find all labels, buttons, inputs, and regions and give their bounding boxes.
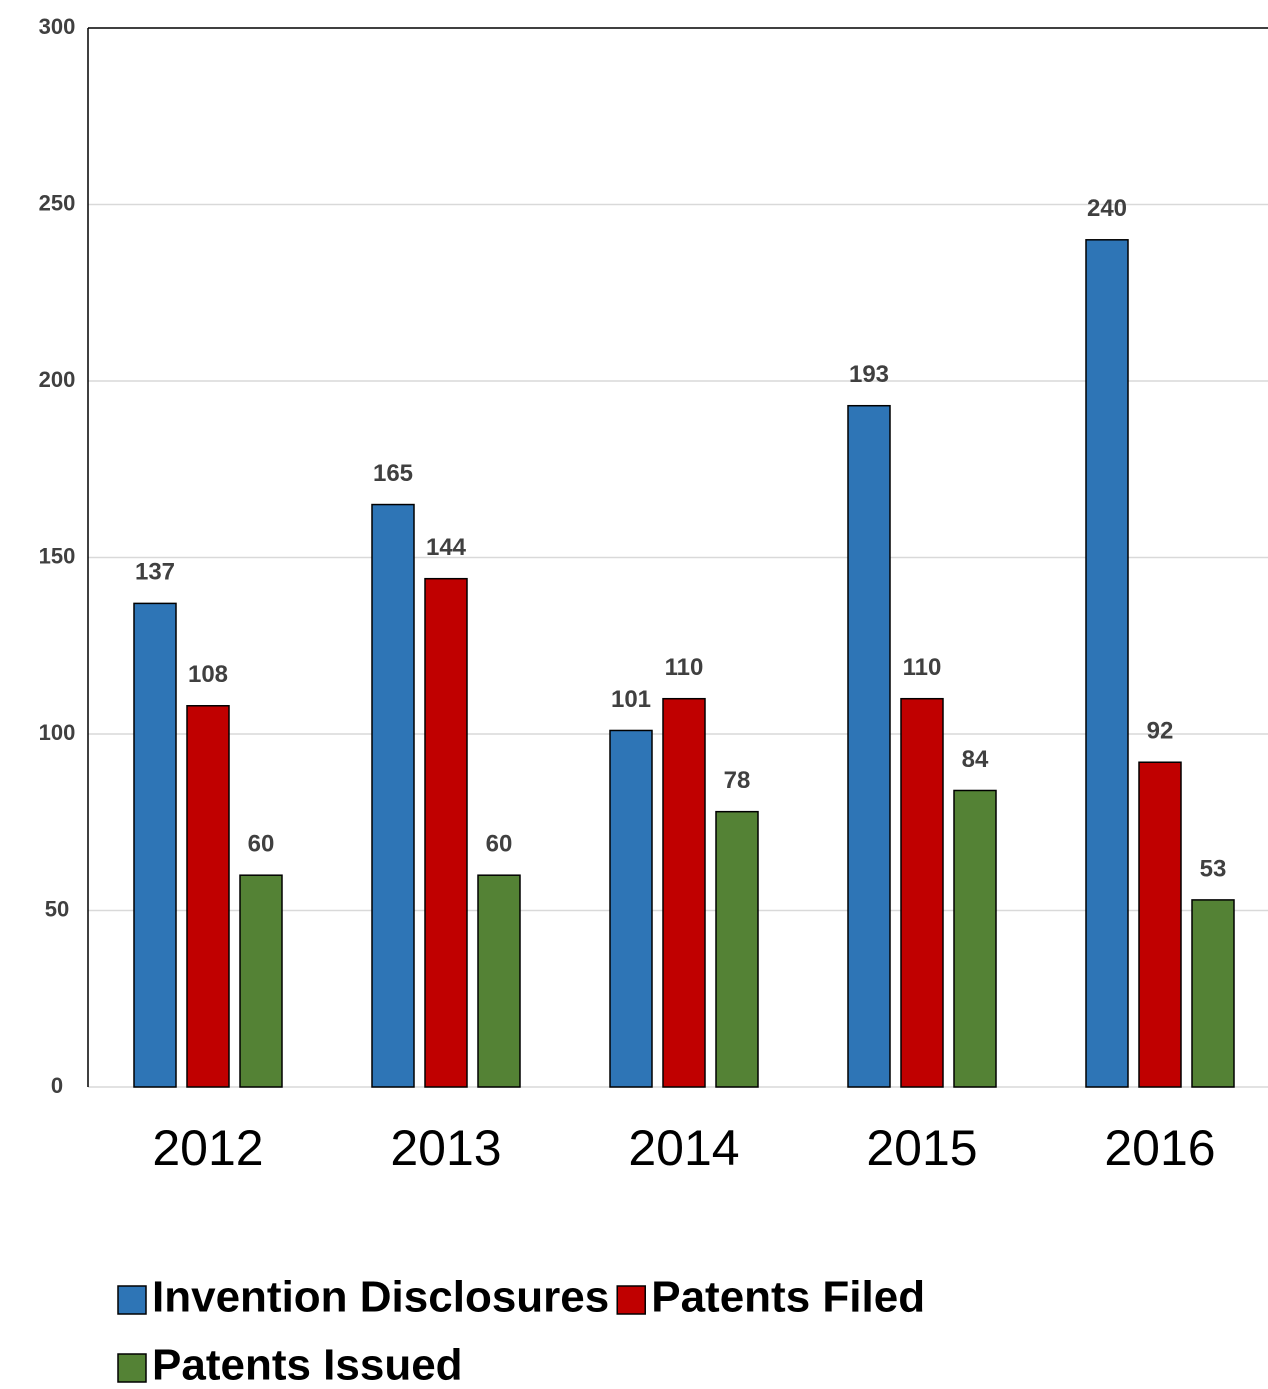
x-tick-label: 2013 (390, 1120, 501, 1176)
y-tick-label: 250 (39, 190, 76, 215)
data-label: 240 (1087, 195, 1127, 222)
bar (371, 503, 415, 1088)
data-label: 193 (849, 361, 889, 388)
legend-swatch (117, 1285, 147, 1315)
legend-label: Patents Filed (651, 1273, 925, 1322)
data-label: 165 (373, 460, 413, 487)
data-label: 110 (903, 654, 942, 681)
data-label: 108 (188, 661, 228, 688)
y-tick-label: 150 (39, 543, 76, 568)
bar (715, 810, 759, 1088)
bar (239, 874, 283, 1088)
data-label: 137 (135, 559, 175, 586)
x-tick-label: 2016 (1104, 1120, 1215, 1176)
y-tick-label: 50 (45, 896, 69, 921)
x-tick-label: 2014 (628, 1120, 739, 1176)
bar (1138, 761, 1182, 1088)
data-label: 53 (1200, 855, 1227, 882)
bar (1191, 899, 1235, 1088)
y-tick-label: 200 (39, 367, 76, 392)
data-label: 78 (724, 767, 751, 794)
bar (477, 874, 521, 1088)
legend-swatch (117, 1353, 147, 1383)
x-tick-label: 2015 (866, 1120, 977, 1176)
bar (609, 729, 653, 1088)
data-label: 110 (665, 654, 704, 681)
bar (186, 705, 230, 1088)
bar (424, 577, 468, 1088)
bar (847, 404, 891, 1088)
data-label: 92 (1147, 718, 1174, 745)
bar (900, 697, 944, 1088)
data-label: 60 (248, 831, 275, 858)
legend-label: Invention Disclosures (152, 1273, 609, 1322)
y-tick-label: 100 (39, 720, 76, 745)
legend-label: Patents Issued (152, 1341, 463, 1389)
data-label: 144 (426, 534, 467, 561)
y-tick-label: 0 (51, 1073, 63, 1098)
bar (662, 697, 706, 1088)
data-label: 84 (962, 746, 989, 773)
y-tick-label: 300 (39, 14, 76, 39)
data-label: 60 (486, 831, 513, 858)
data-label: 101 (611, 686, 651, 713)
x-tick-label: 2012 (152, 1120, 263, 1176)
legend-swatch (616, 1285, 646, 1315)
bar (953, 789, 997, 1088)
bar (133, 602, 177, 1088)
bar (1085, 239, 1129, 1088)
